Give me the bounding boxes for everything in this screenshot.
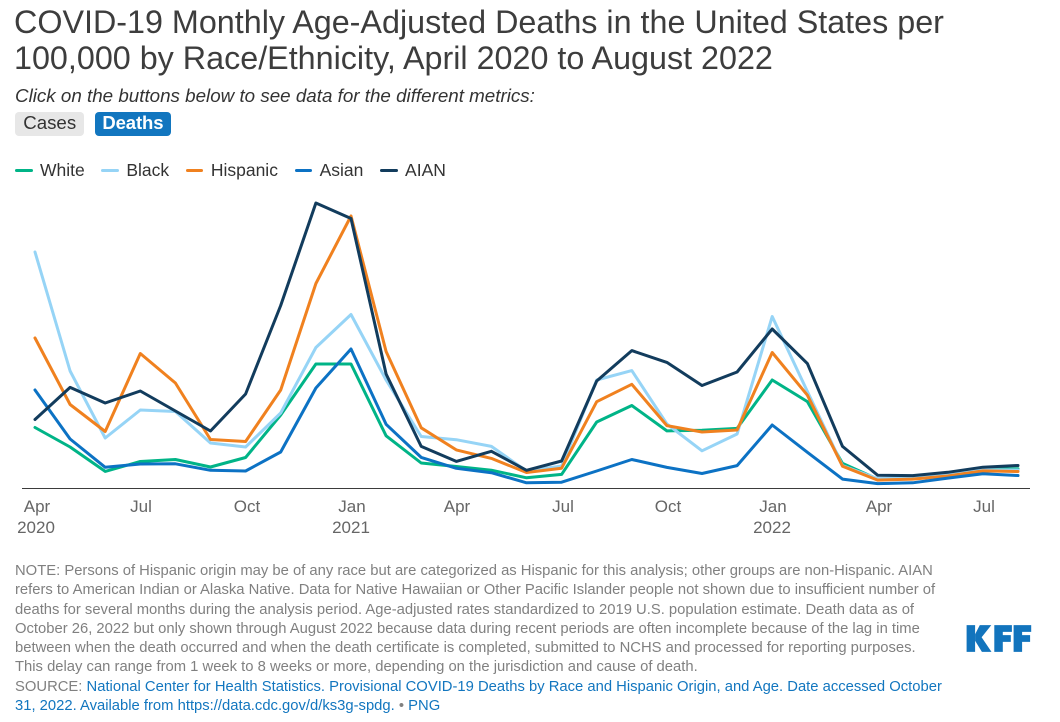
svg-text:Jan: Jan bbox=[338, 497, 365, 516]
svg-text:Apr: Apr bbox=[24, 497, 51, 516]
svg-text:Jul: Jul bbox=[973, 497, 995, 516]
svg-text:Jul: Jul bbox=[130, 497, 152, 516]
svg-text:Jul: Jul bbox=[552, 497, 574, 516]
svg-text:Oct: Oct bbox=[655, 497, 682, 516]
svg-text:Apr: Apr bbox=[866, 497, 893, 516]
svg-text:2020: 2020 bbox=[17, 518, 55, 537]
svg-text:2021: 2021 bbox=[332, 518, 370, 537]
svg-text:Jan: Jan bbox=[759, 497, 786, 516]
svg-text:Oct: Oct bbox=[234, 497, 261, 516]
svg-text:2022: 2022 bbox=[753, 518, 791, 537]
svg-text:Apr: Apr bbox=[444, 497, 471, 516]
